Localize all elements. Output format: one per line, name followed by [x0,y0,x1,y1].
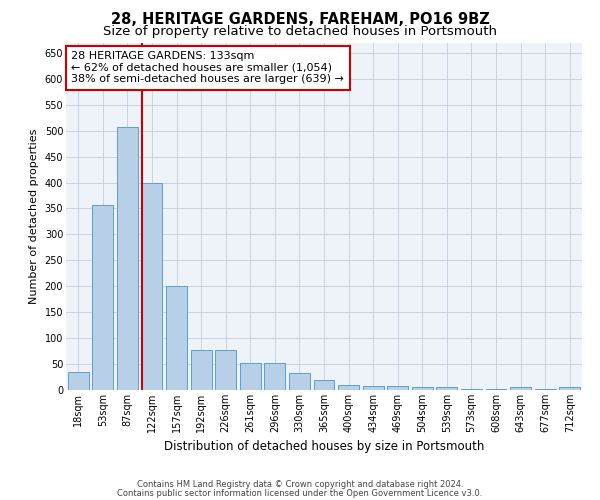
Bar [387,386,408,390]
Text: 28, HERITAGE GARDENS, FAREHAM, PO16 9BZ: 28, HERITAGE GARDENS, FAREHAM, PO16 9BZ [110,12,490,28]
Text: Size of property relative to detached houses in Portsmouth: Size of property relative to detached ho… [103,25,497,38]
Bar [117,127,138,390]
Bar [362,386,383,390]
Bar [142,182,163,390]
Bar [265,363,286,390]
Bar [215,350,236,390]
Bar [92,205,113,390]
Text: Contains public sector information licensed under the Open Government Licence v3: Contains public sector information licen… [118,488,482,498]
Bar [412,388,433,390]
Bar [510,388,531,390]
Y-axis label: Number of detached properties: Number of detached properties [29,128,39,304]
Bar [68,372,89,390]
Text: 28 HERITAGE GARDENS: 133sqm
← 62% of detached houses are smaller (1,054)
38% of : 28 HERITAGE GARDENS: 133sqm ← 62% of det… [71,51,344,84]
Bar [166,286,187,390]
Text: Contains HM Land Registry data © Crown copyright and database right 2024.: Contains HM Land Registry data © Crown c… [137,480,463,489]
Bar [240,363,261,390]
Bar [289,374,310,390]
Bar [559,388,580,390]
X-axis label: Distribution of detached houses by size in Portsmouth: Distribution of detached houses by size … [164,440,484,454]
Bar [314,380,334,390]
Bar [191,350,212,390]
Bar [338,385,359,390]
Bar [436,388,457,390]
